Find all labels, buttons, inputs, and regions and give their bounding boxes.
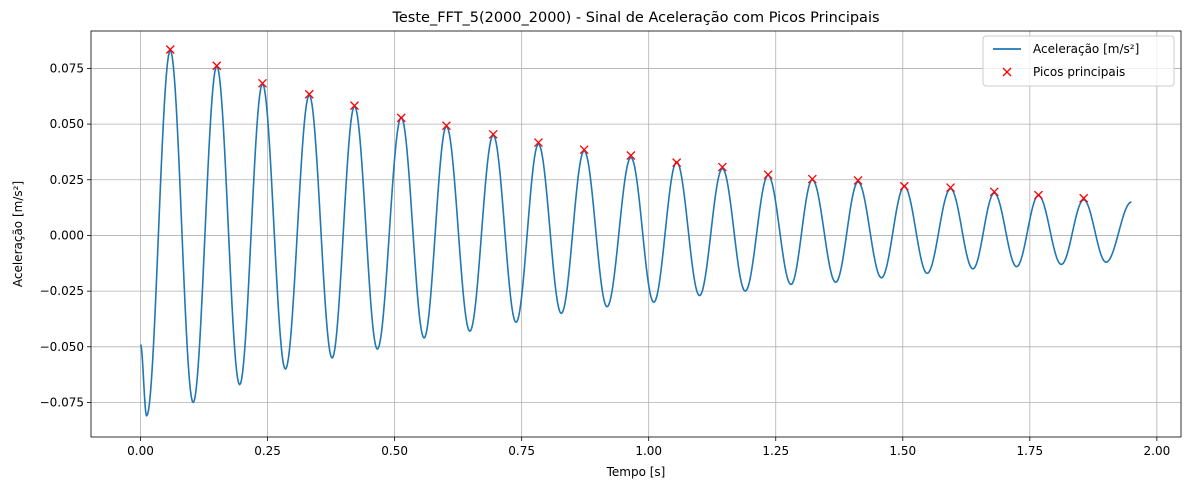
legend-peaks-label: Picos principais (1033, 65, 1125, 79)
x-tick-label: 1.00 (635, 444, 662, 458)
x-tick-label: 0.50 (381, 444, 408, 458)
peak-marker (989, 187, 999, 197)
x-tick-label: 1.25 (762, 444, 789, 458)
peak-marker (763, 170, 773, 180)
peak-marker (350, 101, 359, 111)
x-tick-label: 1.50 (889, 444, 916, 458)
legend: Aceleração [m/s²] Picos principais (982, 35, 1175, 87)
peak-marker (717, 162, 727, 172)
peak-marker (396, 113, 406, 123)
peak-marker (304, 89, 314, 99)
y-axis-title: Aceleração [m/s²] (11, 181, 25, 287)
peak-marker (441, 121, 451, 131)
peak-marker (212, 61, 222, 71)
y-tick-label: 0.025 (50, 173, 84, 187)
peak-marker (1034, 190, 1043, 200)
x-axis: 0.00 0.25 0.50 0.75 1.00 1.25 1.50 1.75 2.00 (127, 437, 1170, 458)
peaks-layer (165, 45, 1089, 203)
peak-marker (807, 174, 817, 184)
y-axis: −0.075 −0.050 −0.025 0.000 0.025 0.050 0.075 (40, 61, 91, 409)
peak-marker (488, 129, 498, 139)
x-tick-label: 0.25 (254, 444, 281, 458)
x-tick-label: 0.75 (508, 444, 535, 458)
peak-marker (165, 45, 175, 54)
peak-marker (533, 138, 543, 148)
plot-background (91, 31, 1181, 437)
plot-frame (90, 30, 1182, 438)
peak-marker (626, 151, 636, 160)
x-axis-title: Tempo [s] (606, 465, 666, 479)
y-tick-label: 0.075 (50, 61, 84, 75)
peak-marker (1079, 193, 1089, 203)
legend-peaks-marker (1002, 67, 1012, 77)
legend-box (982, 35, 1175, 87)
y-tick-label: −0.050 (40, 340, 84, 354)
x-tick-label: 1.75 (1016, 444, 1043, 458)
y-tick-label: −0.075 (40, 395, 84, 409)
x-tick-label: 0.00 (127, 444, 154, 458)
peak-marker (853, 175, 863, 185)
x-tick-label: 2.00 (1144, 444, 1171, 458)
peak-marker (946, 183, 956, 193)
peak-marker (672, 158, 682, 168)
peak-marker (899, 181, 909, 191)
y-tick-label: 0.000 (50, 228, 84, 242)
peak-marker (579, 145, 589, 155)
y-tick-label: 0.050 (50, 117, 84, 131)
peak-marker (258, 78, 267, 88)
legend-signal-label: Aceleração [m/s²] (1033, 42, 1139, 56)
chart-title: Teste_FFT_5(2000_2000) - Sinal de Aceler… (391, 10, 879, 26)
signal-layer (139, 49, 1132, 417)
y-tick-label: −0.025 (40, 284, 84, 298)
plot-area (90, 30, 1182, 438)
signal-line (139, 49, 1132, 417)
